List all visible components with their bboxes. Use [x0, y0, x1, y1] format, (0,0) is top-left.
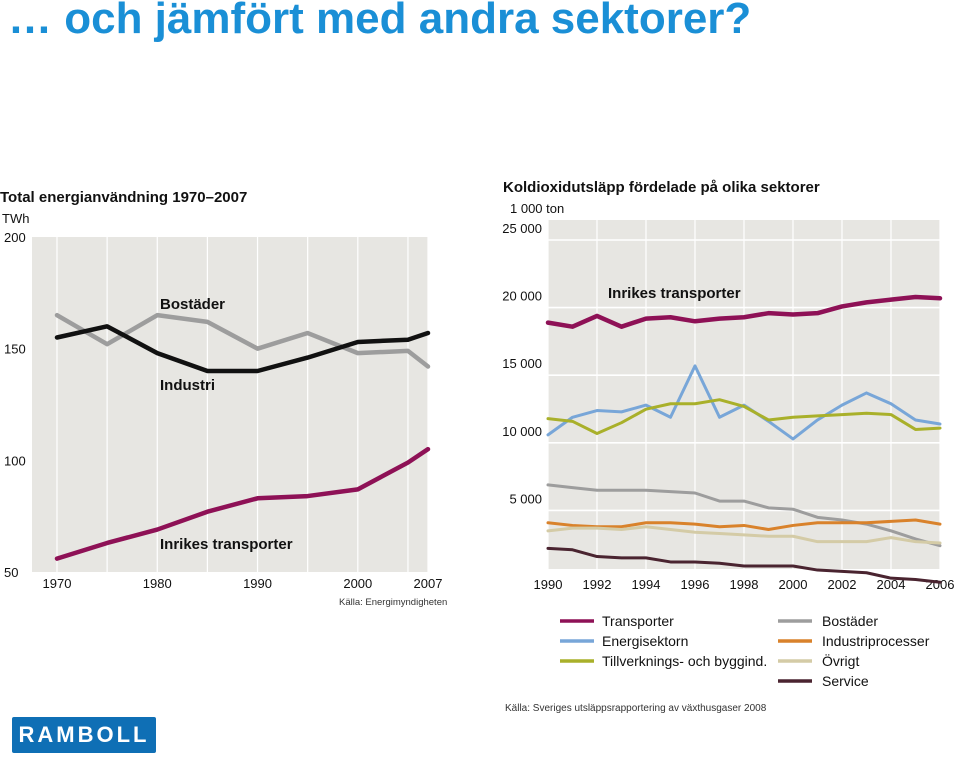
co2-x-tick-label: 2004: [877, 577, 906, 592]
energy-y-tick-label: 100: [4, 453, 26, 468]
energy-y-tick-label: 200: [4, 230, 26, 245]
label-inrikes-transporter: Inrikes transporter: [160, 536, 293, 553]
legend-label-service: Service: [822, 673, 869, 689]
energy-x-tick-label: 1970: [43, 576, 72, 591]
energy-plot-area: [32, 237, 428, 572]
co2-x-tick-label: 1990: [534, 577, 563, 592]
co2-chart-unit: 1 000 ton: [510, 201, 564, 216]
energy-series-line-inrikes-transporter: [54, 446, 431, 561]
co2-y-tick-label: 20 000: [502, 289, 542, 304]
energy-y-tick-label: 150: [4, 342, 26, 357]
co2-x-tick-label: 1992: [583, 577, 612, 592]
co2-source: Källa: Sveriges utsläppsrapportering av …: [505, 703, 767, 714]
legend-label-industriprocesser: Industriprocesser: [822, 633, 930, 649]
energy-y-axis: 50 100 150 200: [4, 230, 26, 580]
co2-chart-title: Koldioxidutsläpp fördelade på olika sekt…: [503, 179, 820, 196]
co2-series: [545, 294, 943, 584]
energy-x-tick-label: 1980: [143, 576, 172, 591]
co2-series-line-tillverknings-och-byggind: [546, 398, 942, 436]
slide-title: … och jämfört med andra sektorer?: [8, 0, 752, 43]
energy-x-tick-label: 2000: [343, 576, 372, 591]
energy-x-axis: 1970 1980 1990 2000 2007: [43, 576, 443, 591]
co2-chart: Koldioxidutsläpp fördelade på olika sekt…: [500, 179, 954, 592]
co2-series-line-industriprocesser: [546, 518, 942, 531]
co2-series-line-ovrigt: [546, 525, 942, 545]
energy-chart: Total energianvändning 1970–2007 TWh 50 1…: [0, 189, 447, 608]
co2-x-tick-label: 2000: [779, 577, 808, 592]
energy-series-line-industri: [54, 324, 431, 374]
legend-label-energisektorn: Energisektorn: [602, 633, 688, 649]
co2-annotation: Inrikes transporter: [608, 285, 741, 302]
legend-label-transporter: Transporter: [602, 613, 674, 629]
energy-chart-unit: TWh: [2, 211, 29, 226]
legend-label-tillverknings-och-byggind: Tillverknings- och byggind.: [602, 653, 767, 669]
energy-gridlines: [56, 237, 429, 572]
energy-source: Källa: Energimyndigheten: [339, 597, 447, 608]
label-bostader: Bostäder: [160, 296, 225, 313]
co2-series-line-transporter: [545, 294, 943, 329]
co2-series-line-service: [546, 546, 942, 584]
co2-x-tick-label: 2006: [926, 577, 955, 592]
co2-y-tick-label: 10 000: [502, 424, 542, 439]
energy-series: [54, 312, 431, 561]
energy-y-tick-label: 50: [4, 565, 18, 580]
co2-y-tick-label: 5 000: [509, 491, 542, 506]
energy-x-tick-label: 1990: [243, 576, 272, 591]
co2-x-tick-label: 1994: [632, 577, 661, 592]
co2-legend: Transporter Energisektorn Tillverknings- o…: [560, 613, 930, 689]
energy-x-tick-label: 2007: [414, 576, 443, 591]
co2-y-tick-label: 15 000: [502, 356, 542, 371]
co2-series-line-bostader: [546, 483, 942, 548]
co2-x-tick-label: 2002: [828, 577, 857, 592]
co2-x-tick-label: 1996: [681, 577, 710, 592]
co2-y-tick-label: 25 000: [502, 221, 542, 236]
co2-y-axis: 5 000 10 000 15 000 20 000 25 000: [502, 221, 542, 506]
co2-x-tick-label: 1998: [730, 577, 759, 592]
energy-chart-title: Total energianvändning 1970–2007: [0, 189, 247, 206]
legend-label-bostader: Bostäder: [822, 613, 878, 629]
ramboll-logo: RAMBOLL: [12, 717, 156, 753]
co2-gridlines: [500, 220, 941, 569]
legend-label-ovrigt: Övrigt: [822, 652, 859, 669]
label-industri: Industri: [160, 377, 215, 394]
